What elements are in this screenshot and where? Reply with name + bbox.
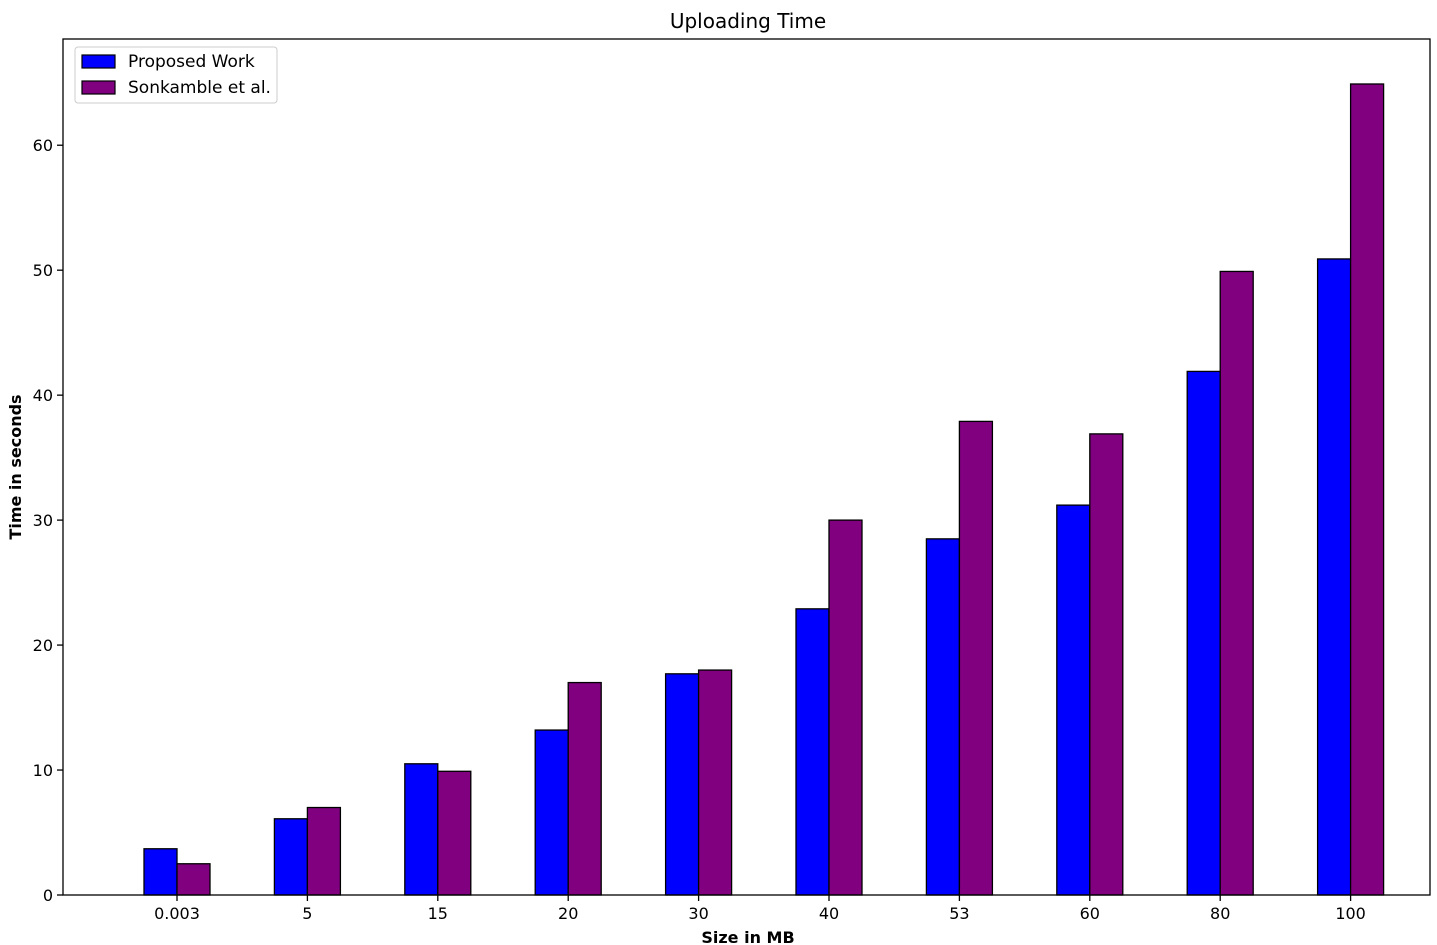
bars-layer <box>144 84 1384 895</box>
x-tick-label: 15 <box>428 904 448 923</box>
legend: Proposed Work Sonkamble et al. <box>75 47 277 103</box>
bar-proposed-work-20 <box>535 730 568 895</box>
x-tick-label: 20 <box>558 904 578 923</box>
bar-proposed-work-30 <box>666 674 699 895</box>
bar-proposed-work-100 <box>1318 259 1351 895</box>
bar-sonkamble-60 <box>1090 434 1123 895</box>
x-axis-label: Size in MB <box>701 928 794 945</box>
bar-sonkamble-100 <box>1351 84 1384 895</box>
bar-proposed-work-40 <box>796 609 829 895</box>
bar-sonkamble-0.003 <box>177 864 210 895</box>
x-tick-label: 80 <box>1210 904 1230 923</box>
bar-proposed-work-53 <box>926 539 959 895</box>
bar-sonkamble-40 <box>829 520 862 895</box>
y-tick-label: 20 <box>33 636 53 655</box>
y-tick-label: 30 <box>33 511 53 530</box>
x-tick-label: 60 <box>1080 904 1100 923</box>
x-tick-label: 100 <box>1335 904 1366 923</box>
x-tick-label: 30 <box>688 904 708 923</box>
y-axis: 0 10 20 30 40 50 60 <box>33 136 63 905</box>
bar-proposed-work-60 <box>1057 505 1090 895</box>
bar-proposed-work-15 <box>405 764 438 895</box>
legend-swatch <box>82 55 115 68</box>
y-tick-label: 60 <box>33 136 53 155</box>
y-tick-label: 10 <box>33 761 53 780</box>
x-tick-label: 0.003 <box>154 904 200 923</box>
bar-sonkamble-80 <box>1220 271 1253 895</box>
bar-sonkamble-20 <box>568 683 601 895</box>
legend-swatch <box>82 81 115 94</box>
bar-sonkamble-15 <box>438 771 471 895</box>
y-tick-label: 0 <box>43 886 53 905</box>
y-axis-label: Time in seconds <box>6 394 25 539</box>
y-tick-label: 50 <box>33 261 53 280</box>
legend-label: Proposed Work <box>128 52 255 72</box>
bar-proposed-work-5 <box>274 819 307 895</box>
bar-sonkamble-5 <box>307 808 340 895</box>
y-tick-label: 40 <box>33 386 53 405</box>
x-axis: 0.003 5 15 20 30 40 53 60 80 100 <box>154 895 1366 923</box>
bar-proposed-work-80 <box>1187 371 1220 895</box>
legend-label: Sonkamble et al. <box>128 78 271 98</box>
bar-proposed-work-0.003 <box>144 849 177 895</box>
bar-sonkamble-30 <box>699 670 732 895</box>
x-tick-label: 53 <box>949 904 969 923</box>
x-tick-label: 40 <box>819 904 839 923</box>
x-tick-label: 5 <box>302 904 312 923</box>
bar-sonkamble-53 <box>959 421 992 895</box>
chart-title: Uploading Time <box>670 9 826 33</box>
